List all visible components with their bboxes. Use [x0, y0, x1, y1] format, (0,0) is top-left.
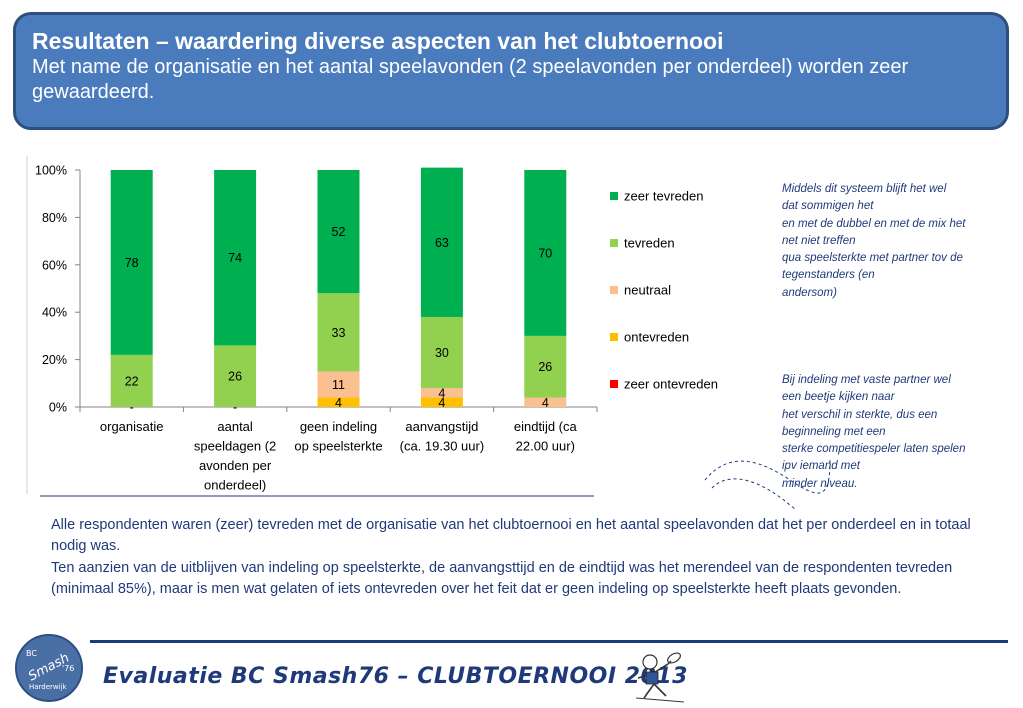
data-label: 33: [332, 326, 346, 340]
annotation-bottom-line: sterke competitiespeler laten spelen: [782, 443, 966, 456]
bar-segment: [420, 388, 463, 398]
logo-year: '76: [62, 664, 75, 673]
data-label: 30: [435, 346, 449, 360]
annotation-top-line: dat sommigen het: [782, 200, 874, 213]
x-category-label: speeldagen (2: [194, 439, 276, 454]
legend-swatch: [610, 333, 618, 341]
legend-swatch: [610, 286, 618, 294]
data-label: 26: [538, 360, 552, 374]
annotation-top-line: tegenstanders (en: [782, 269, 875, 282]
data-label: 22: [125, 374, 139, 388]
connector-curve-top: [704, 459, 831, 494]
y-tick-label: 100%: [35, 164, 67, 178]
x-category-label: 22.00 uur): [516, 439, 575, 454]
bar-segment: [524, 170, 567, 336]
club-logo: BC Smash '76 Harderwijk: [15, 634, 83, 702]
annotation-bottom-line: het verschil in sterkte, dus een: [782, 408, 938, 421]
annotation-bottom-line: minder niveau.: [782, 477, 858, 490]
page-title: Resultaten – waardering diverse aspecten…: [32, 28, 724, 54]
data-label: -: [130, 401, 134, 415]
bar-segment: [214, 170, 257, 346]
bar-segment: [110, 354, 153, 407]
legend-label: zeer tevreden: [624, 189, 704, 204]
bar-segment: [317, 371, 360, 398]
data-label: 26: [228, 370, 242, 384]
annotation-bottom: Bij indeling met vaste partner wel een be…: [782, 372, 965, 493]
badminton-player-illustration: [635, 652, 685, 703]
data-label: 4: [438, 386, 445, 400]
footer-divider: [90, 640, 1008, 643]
annotation-bottom-line: een beetje kijken naar: [782, 391, 895, 404]
summary-text: Alle respondenten waren (zeer) tevreden …: [51, 515, 981, 601]
x-category-label: organisatie: [100, 419, 164, 434]
annotation-top-line: qua speelsterkte met partner tov de: [782, 252, 963, 265]
summary-paragraph-1: Alle respondenten waren (zeer) tevreden …: [51, 517, 971, 555]
bar-segment: [317, 170, 360, 294]
logo-city: Harderwijk: [29, 683, 67, 691]
annotation-bottom-line: ipv iemand met: [782, 460, 860, 473]
bar-segment: [110, 170, 153, 355]
data-label: 4: [438, 396, 445, 410]
data-label: 63: [435, 236, 449, 250]
data-label: 70: [538, 246, 552, 260]
summary-paragraph-2: Ten aanzien van de uitblijven van indeli…: [51, 559, 953, 598]
footer-title: Evaluatie BC Smash76 – CLUBTOERNOOI 2013: [103, 664, 688, 689]
bar-segment: [317, 397, 360, 407]
annotation-top-line: andersom): [782, 286, 837, 299]
y-tick-label: 80%: [42, 211, 67, 225]
annotation-bottom-line: beginneling met een: [782, 425, 886, 438]
x-category-label: (ca. 19.30 uur): [400, 439, 485, 454]
legend-label: neutraal: [624, 283, 671, 298]
x-category-label: aantal: [217, 419, 253, 434]
bar-segment: [420, 167, 463, 317]
bar-segment: [214, 345, 257, 407]
x-category-label: avonden per: [199, 458, 272, 473]
x-category-label: geen indeling: [300, 419, 377, 434]
bar-segment: [524, 397, 567, 407]
x-category-label: eindtijd (ca: [514, 419, 578, 434]
y-tick-label: 0%: [49, 401, 67, 415]
data-label: 78: [125, 256, 139, 270]
legend-label: zeer ontevreden: [624, 377, 718, 392]
x-category-label: onderdeel): [204, 478, 266, 493]
legend-swatch: [610, 192, 618, 200]
bar-segment: [420, 397, 463, 407]
page-subtitle: Met name de organisatie en het aantal sp…: [32, 56, 909, 103]
annotation-top-line: net niet treffen: [782, 234, 856, 247]
bar-segment: [317, 293, 360, 372]
annotation-bottom-line: Bij indeling met vaste partner wel: [782, 374, 951, 386]
data-label: 4: [542, 396, 549, 410]
x-category-label: aanvangstijd: [405, 419, 478, 434]
annotation-top-line: en met de dubbel en met de mix het: [782, 217, 966, 230]
data-label: 52: [332, 225, 346, 239]
y-tick-label: 60%: [42, 258, 67, 272]
annotation-top-line: Middels dit systeem blijft het wel: [782, 183, 947, 195]
legend-label: ontevreden: [624, 330, 689, 345]
header-banner: Resultaten – waardering diverse aspecten…: [13, 12, 1009, 130]
legend-label: tevreden: [624, 236, 675, 251]
annotation-top: Middels dit systeem blijft het wel dat so…: [782, 181, 965, 302]
data-label: -: [233, 401, 237, 415]
logo-bc: BC: [26, 649, 37, 658]
data-label: 74: [228, 251, 242, 265]
stacked-bar-chart: 0% 20% 40% 60% 80% 100% - 22 78 organisatie - 26 74 a…: [26, 156, 831, 510]
data-label: 4: [335, 396, 342, 410]
x-category-label: op speelsterkte: [294, 439, 382, 454]
y-tick-label: 20%: [42, 353, 67, 367]
bar-segment: [524, 335, 567, 398]
y-tick-label: 40%: [42, 306, 67, 320]
legend-swatch: [610, 239, 618, 247]
bar-segment: [420, 316, 463, 389]
legend-swatch: [610, 380, 618, 388]
data-label: 11: [332, 378, 345, 392]
